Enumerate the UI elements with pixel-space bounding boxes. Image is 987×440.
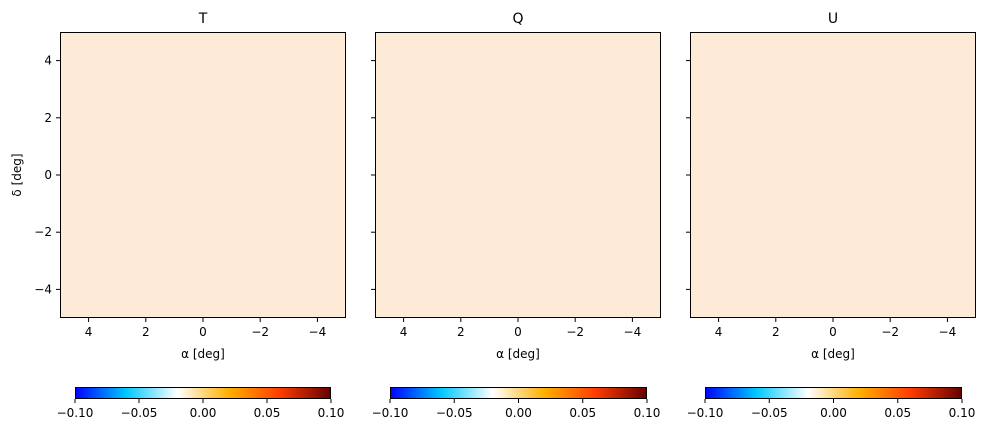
colorbar-tick-label-q-3: 0.05 bbox=[569, 406, 596, 420]
x-tick-label-u-4: −4 bbox=[939, 325, 957, 339]
colorbar-tick-label-t-3: 0.05 bbox=[254, 406, 281, 420]
colorbar-q bbox=[390, 387, 647, 399]
y-tick-label-t-1: 2 bbox=[44, 111, 52, 125]
colorbar-tick-label-u-0: −0.10 bbox=[687, 406, 724, 420]
heatmap-u bbox=[690, 32, 976, 318]
x-tick-label-u-2: 0 bbox=[829, 325, 837, 339]
y-tick-label-t-3: −2 bbox=[34, 225, 52, 239]
colorbar-tick-label-t-1: −0.05 bbox=[121, 406, 158, 420]
colorbar-tick-label-t-0: −0.10 bbox=[57, 406, 94, 420]
x-tick-label-t-2: 0 bbox=[199, 325, 207, 339]
y-tick-label-t-4: −4 bbox=[34, 282, 52, 296]
colorbar-tick-label-u-3: 0.05 bbox=[884, 406, 911, 420]
colorbar-frame-u bbox=[705, 387, 962, 399]
colorbar-tick-label-t-2: 0.00 bbox=[190, 406, 217, 420]
colorbar-tick-label-u-2: 0.00 bbox=[820, 406, 847, 420]
colorbar-tick-label-q-1: −0.05 bbox=[436, 406, 473, 420]
colorbar-tick-label-t-4: 0.10 bbox=[318, 406, 345, 420]
colorbar-frame-t bbox=[75, 387, 331, 399]
colorbar-tick-label-u-4: 0.10 bbox=[949, 406, 976, 420]
axes-frame-q bbox=[375, 32, 661, 318]
y-tick-label-t-2: 0 bbox=[44, 168, 52, 182]
colorbar-u bbox=[705, 387, 962, 399]
panel-title-u: U bbox=[828, 11, 838, 27]
y-axis-label-t: δ [deg] bbox=[10, 153, 24, 196]
x-tick-label-q-1: 2 bbox=[457, 325, 465, 339]
x-axis-label-t: α [deg] bbox=[181, 347, 225, 361]
x-tick-label-u-0: 4 bbox=[715, 325, 723, 339]
panel-title-t: T bbox=[198, 11, 208, 27]
x-tick-label-t-4: −4 bbox=[309, 325, 327, 339]
colorbar-tick-label-u-1: −0.05 bbox=[751, 406, 788, 420]
x-tick-label-q-3: −2 bbox=[566, 325, 584, 339]
x-axis-label-u: α [deg] bbox=[811, 347, 855, 361]
y-tick-label-t-0: 4 bbox=[44, 54, 52, 68]
x-tick-label-t-3: −2 bbox=[251, 325, 269, 339]
colorbar-tick-label-q-2: 0.00 bbox=[505, 406, 532, 420]
axes-frame-u bbox=[690, 32, 976, 318]
heatmap-q bbox=[375, 32, 661, 318]
x-tick-label-t-0: 4 bbox=[85, 325, 93, 339]
colorbar-tick-label-q-4: 0.10 bbox=[634, 406, 661, 420]
x-axis-label-q: α [deg] bbox=[496, 347, 540, 361]
colorbar-t bbox=[75, 387, 331, 399]
x-tick-label-q-4: −4 bbox=[624, 325, 642, 339]
heatmap-t bbox=[60, 32, 346, 318]
colorbar-frame-q bbox=[390, 387, 647, 399]
x-tick-label-t-1: 2 bbox=[142, 325, 150, 339]
axes-frame-t bbox=[60, 32, 346, 318]
x-tick-label-u-1: 2 bbox=[772, 325, 780, 339]
x-tick-label-q-0: 4 bbox=[400, 325, 408, 339]
x-tick-label-u-3: −2 bbox=[881, 325, 899, 339]
panel-title-q: Q bbox=[512, 11, 523, 27]
x-tick-label-q-2: 0 bbox=[514, 325, 522, 339]
colorbar-tick-label-q-0: −0.10 bbox=[372, 406, 409, 420]
